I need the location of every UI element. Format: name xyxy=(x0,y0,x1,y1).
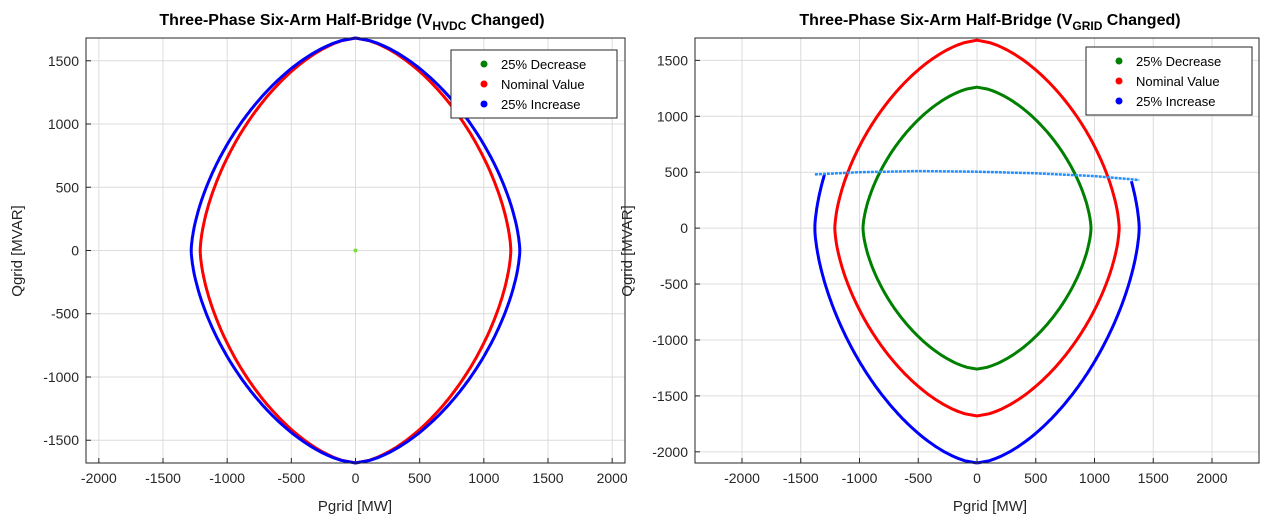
y-tick-label: -500 xyxy=(660,276,688,292)
legend-marker-nominal-value xyxy=(480,80,488,88)
y-tick-label: -1500 xyxy=(43,432,79,448)
x-tick-label: 2000 xyxy=(597,470,628,486)
origin-point xyxy=(353,248,358,253)
tick-labels-right: -2000 -1500 -1000 -500 0 500 1000 1500 2000 -2000… xyxy=(652,52,1228,486)
legend-box xyxy=(1085,46,1253,116)
legend-right: 25% Decrease Nominal Value 25% Increase xyxy=(1085,46,1253,116)
series-25-decrease-line xyxy=(861,85,1093,371)
chart-title-right: Three-Phase Six-Arm Half-Bridge (VGRID C… xyxy=(799,12,1180,33)
series-25-increase-line xyxy=(813,173,1141,465)
y-tick-label: 1000 xyxy=(48,116,79,132)
x-tick-label: -500 xyxy=(277,470,305,486)
y-tick-label: 1000 xyxy=(657,108,688,124)
x-tick-label: -2000 xyxy=(81,470,117,486)
y-tick-label: 1500 xyxy=(48,53,79,69)
legend-entry-25-decrease: 25% Decrease xyxy=(1136,54,1221,69)
x-tick-label: 0 xyxy=(973,470,981,486)
y-tick-label: -2000 xyxy=(652,444,688,460)
tick-labels-left: -2000 -1500 -1000 -500 0 500 1000 1500 2000 -1500… xyxy=(43,53,628,486)
series-layer-right xyxy=(813,38,1141,465)
y-tick-label: -500 xyxy=(51,306,79,322)
x-tick-label: -500 xyxy=(904,470,932,486)
legend-left: 25% Decrease Nominal Value 25% Increase xyxy=(450,49,618,119)
x-axis-label-right: Pgrid [MW] xyxy=(953,498,1027,515)
legend-marker-25-decrease xyxy=(1115,57,1123,65)
x-tick-label: -1000 xyxy=(209,470,245,486)
legend-marker-25-decrease xyxy=(480,60,488,68)
x-tick-label: -2000 xyxy=(724,470,760,486)
legend-marker-25-increase xyxy=(480,100,488,108)
legend-entry-25-increase: 25% Increase xyxy=(501,97,581,112)
y-axis-label-left: Qgrid [MVAR] xyxy=(9,205,26,296)
y-tick-label: 500 xyxy=(665,164,689,180)
y-axis-label-right: Qgrid [MVAR] xyxy=(619,205,636,296)
legend-entry-nominal-value: Nominal Value xyxy=(1136,74,1220,89)
series-25-increase-upper-limit xyxy=(814,169,1140,182)
x-tick-label: 2000 xyxy=(1196,470,1227,486)
y-tick-label: 0 xyxy=(680,220,688,236)
x-axis-label-left: Pgrid [MW] xyxy=(318,498,392,515)
legend-entry-25-increase: 25% Increase xyxy=(1136,94,1216,109)
series-nominal-value-line xyxy=(833,38,1121,418)
y-tick-label: -1000 xyxy=(652,332,688,348)
legend-entry-25-decrease: 25% Decrease xyxy=(501,57,586,72)
x-tick-label: -1500 xyxy=(145,470,181,486)
legend-marker-nominal-value xyxy=(1115,77,1123,85)
chart-title-left: Three-Phase Six-Arm Half-Bridge (VHVDC C… xyxy=(159,12,544,33)
x-tick-label: 500 xyxy=(408,470,432,486)
x-tick-label: 1500 xyxy=(532,470,563,486)
x-tick-label: 500 xyxy=(1024,470,1048,486)
y-tick-label: 500 xyxy=(56,179,80,195)
chart-left: Three-Phase Six-Arm Half-Bridge (VHVDC C… xyxy=(9,12,628,515)
legend-marker-25-increase xyxy=(1115,97,1123,105)
x-tick-label: -1500 xyxy=(783,470,819,486)
x-tick-label: 1500 xyxy=(1138,470,1169,486)
y-tick-label: -1000 xyxy=(43,369,79,385)
x-tick-label: 1000 xyxy=(1079,470,1110,486)
legend-box xyxy=(450,49,618,119)
legend-entry-nominal-value: Nominal Value xyxy=(501,77,585,92)
y-tick-label: 1500 xyxy=(657,52,688,68)
x-tick-label: -1000 xyxy=(842,470,878,486)
chart-right: Three-Phase Six-Arm Half-Bridge (VGRID C… xyxy=(619,12,1260,515)
x-tick-label: 1000 xyxy=(468,470,499,486)
y-tick-label: -1500 xyxy=(652,388,688,404)
y-tick-label: 0 xyxy=(71,243,79,259)
x-tick-label: 0 xyxy=(352,470,360,486)
